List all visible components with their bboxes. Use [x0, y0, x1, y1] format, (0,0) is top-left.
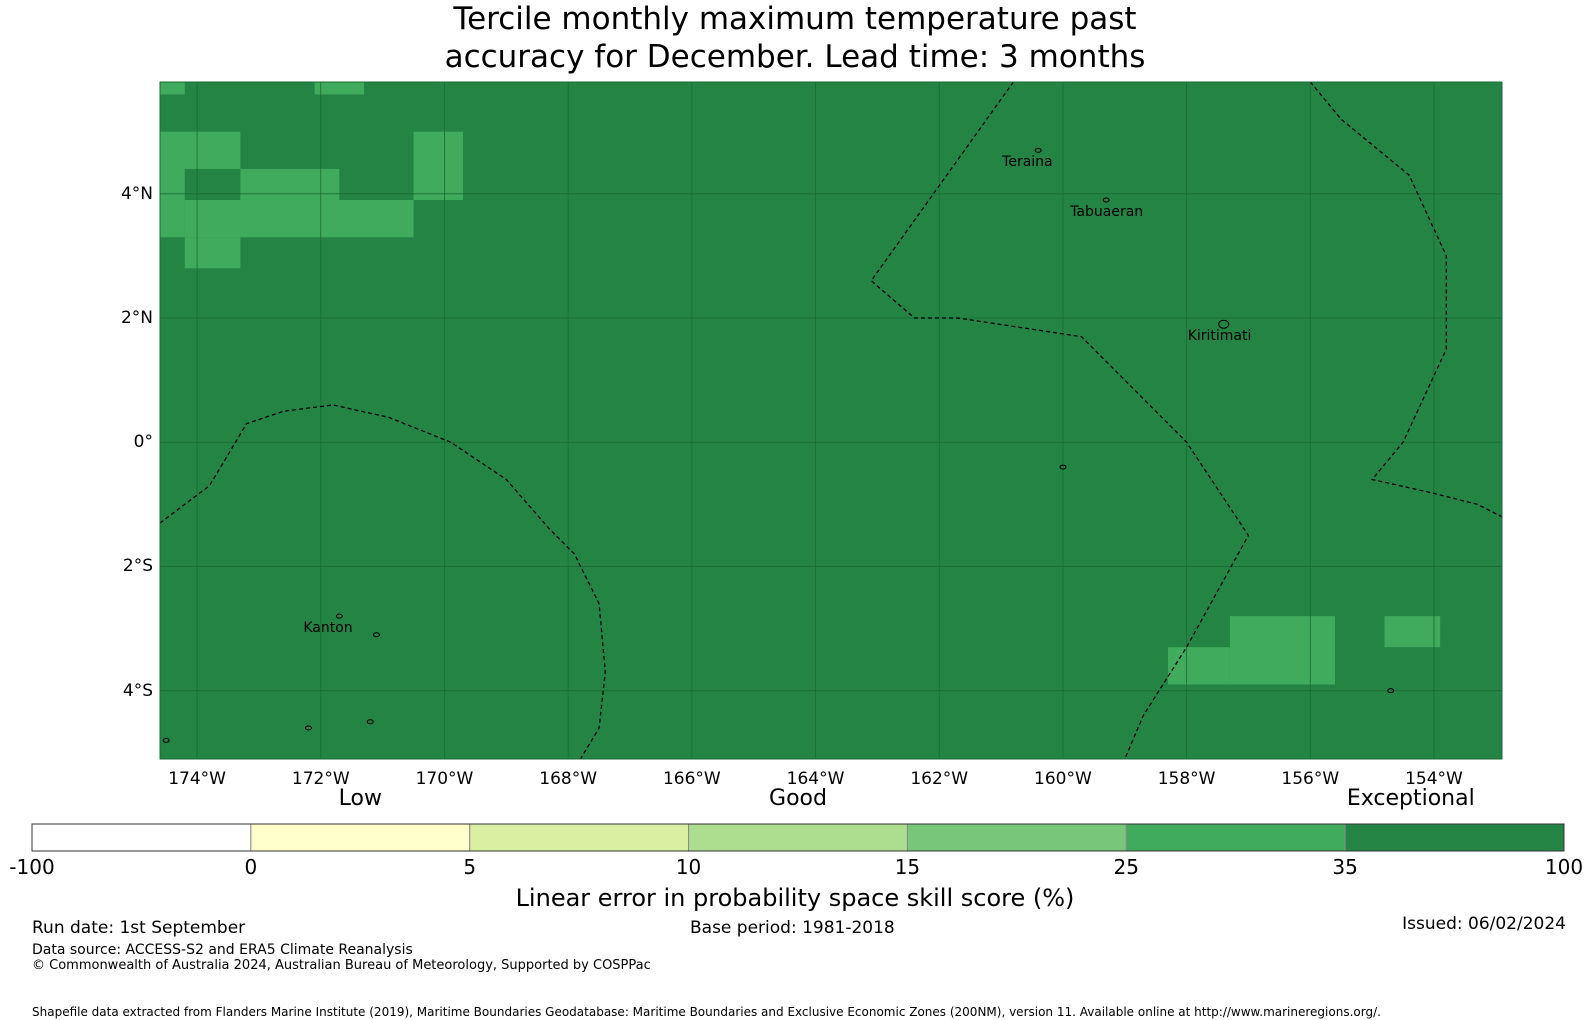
- island-outline: [1059, 464, 1067, 470]
- skill-cell: [1384, 616, 1441, 648]
- colorbar-segment: [250, 823, 471, 852]
- eez-boundary-line: [870, 82, 1250, 759]
- latitude-label: 0°: [133, 432, 153, 453]
- run-date: Run date: 1st September: [32, 918, 246, 938]
- colorbar-segment: [1125, 823, 1346, 852]
- skill-cell: [240, 168, 340, 201]
- longitude-label: 172°W: [291, 769, 350, 789]
- longitude-label: 158°W: [1157, 769, 1216, 789]
- colorbar-segment: [1344, 823, 1565, 852]
- skill-cell: [160, 82, 185, 95]
- latitude-label: 4°S: [122, 680, 153, 701]
- colorbar-tick-label: 10: [675, 855, 702, 879]
- colorbar-segment: [469, 823, 690, 852]
- place-label-kiritimati: Kiritimati: [1187, 328, 1252, 345]
- colorbar-tick-label: 5: [463, 855, 477, 879]
- colorbar-tick-label: 100: [1544, 855, 1584, 879]
- base-period: Base period: 1981-2018: [690, 918, 895, 938]
- island-outline: [1218, 319, 1230, 329]
- place-label-tabuaeran: Tabuaeran: [1070, 204, 1144, 220]
- shapefile-credit: Shapefile data extracted from Flanders M…: [32, 1005, 1381, 1019]
- skill-cell: [184, 237, 241, 269]
- map-frame: [159, 81, 1503, 760]
- colorbar-category-label: Low: [338, 786, 382, 811]
- chart-title: Tercile monthly maximum temperature past…: [0, 0, 1590, 76]
- latitude-label: 4°N: [120, 183, 153, 204]
- colorbar-segment: [688, 823, 908, 852]
- colorbar-frame: [31, 823, 1565, 852]
- skill-cell: [1229, 616, 1336, 685]
- island-outline: [366, 719, 374, 725]
- island-outline: [1034, 147, 1042, 153]
- eez-boundary-line: [1309, 82, 1502, 518]
- island-outline: [335, 613, 343, 619]
- longitude-label: 174°W: [168, 769, 226, 789]
- colorbar-category-label: Exceptional: [1346, 786, 1475, 811]
- longitude-label: 168°W: [539, 769, 598, 789]
- data-source: Data source: ACCESS-S2 and ERA5 Climate …: [32, 942, 413, 958]
- longitude-label: 156°W: [1281, 769, 1340, 789]
- colorbar-segment: [906, 823, 1127, 852]
- island-outline: [372, 632, 380, 638]
- colorbar-tick-label: 0: [244, 855, 258, 879]
- colorbar-tick-label: -100: [9, 855, 55, 879]
- eez-boundary-line: [160, 404, 606, 759]
- island-outline: [304, 725, 312, 731]
- longitude-label: 166°W: [662, 769, 721, 789]
- colorbar-title: Linear error in probability space skill …: [515, 884, 1075, 912]
- longitude-label: 164°W: [786, 769, 845, 789]
- skill-cell: [413, 131, 464, 201]
- island-outline: [1387, 688, 1395, 694]
- colorbar-tick-label: 25: [1113, 855, 1139, 879]
- colorbar-tick-label: 15: [894, 855, 921, 879]
- colorbar-category-label: Good: [769, 786, 827, 811]
- latitude-label: 2°N: [120, 308, 153, 329]
- longitude-label: 154°W: [1405, 769, 1463, 789]
- skill-cell: [184, 200, 414, 238]
- island-outline: [1102, 197, 1110, 203]
- place-label-kanton: Kanton: [303, 620, 353, 637]
- issued-date: Issued: 06/02/2024: [1402, 914, 1566, 934]
- colorbar-segment: [31, 823, 252, 852]
- skill-cell: [1168, 647, 1230, 685]
- longitude-label: 160°W: [1034, 769, 1092, 789]
- title-line-1: Tercile monthly maximum temperature past: [453, 1, 1137, 37]
- title-line-2: accuracy for December. Lead time: 3 mont…: [444, 39, 1146, 75]
- map-area: [159, 81, 1503, 760]
- colorbar-tick-label: 35: [1332, 855, 1358, 879]
- copyright: © Commonwealth of Australia 2024, Austra…: [32, 958, 651, 973]
- longitude-label: 170°W: [415, 769, 474, 789]
- island-outline: [162, 737, 170, 743]
- skill-cell: [160, 168, 185, 238]
- longitude-label: 162°W: [910, 769, 969, 789]
- skill-cell: [314, 82, 365, 95]
- colorbar: [31, 823, 1565, 852]
- latitude-label: 2°S: [122, 556, 153, 577]
- place-label-teraina: Teraina: [1002, 154, 1053, 171]
- skill-cell: [160, 131, 241, 169]
